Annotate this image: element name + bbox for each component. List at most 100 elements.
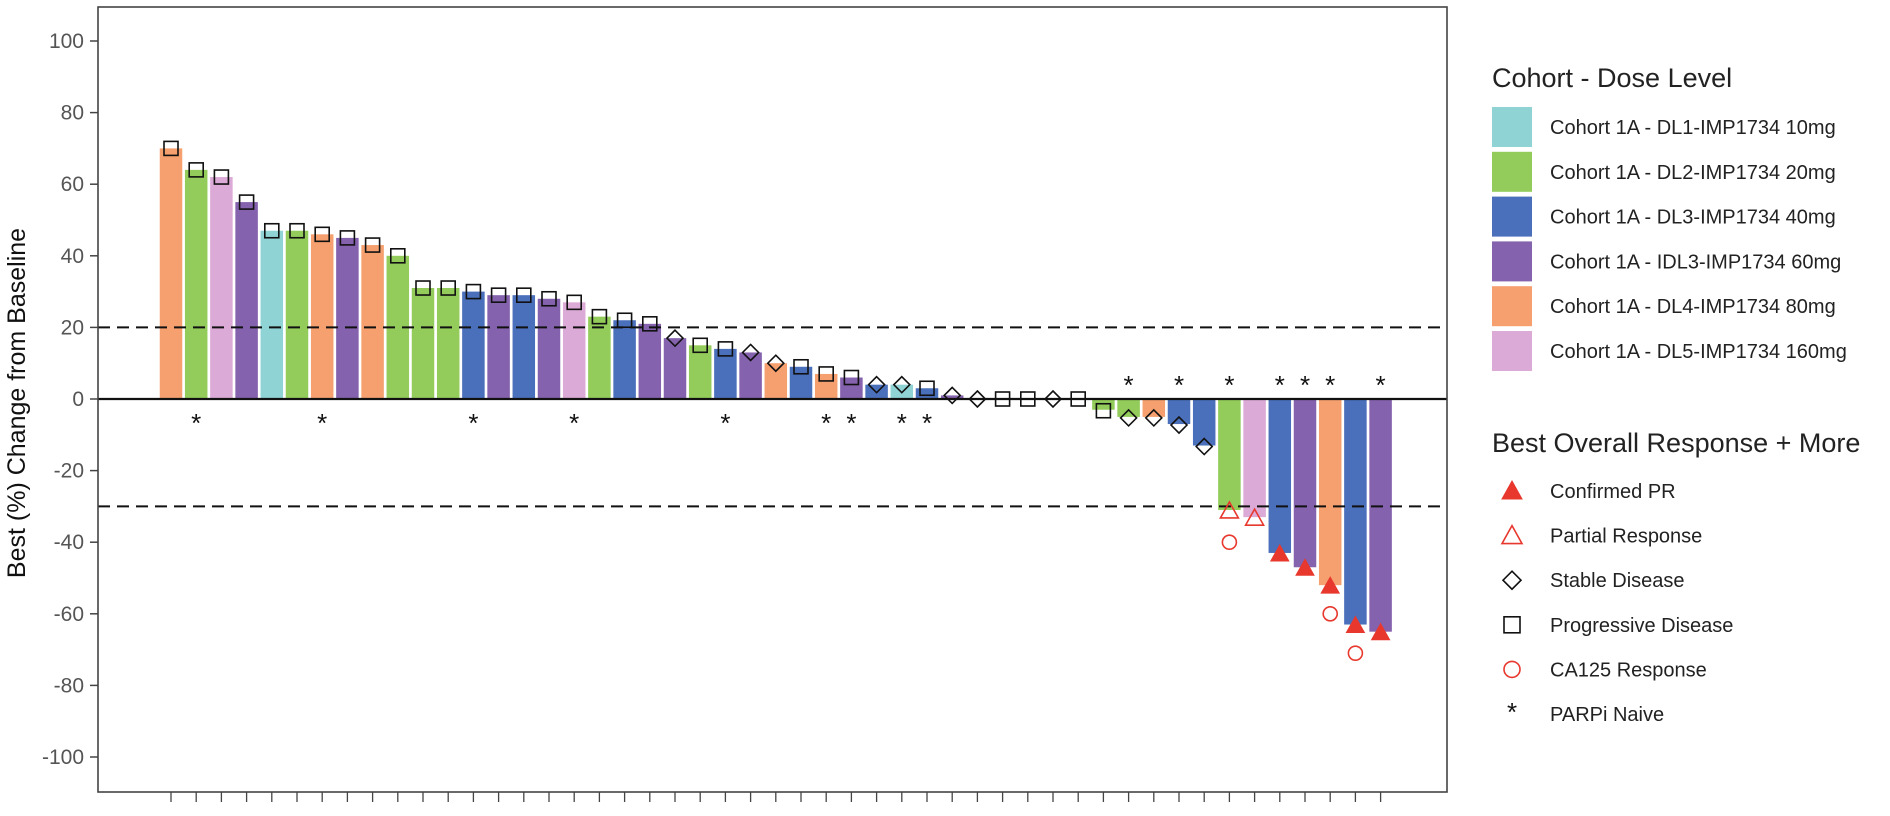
cohort-legend-swatch (1492, 151, 1532, 192)
response-marker (1169, 415, 1189, 435)
y-tick-label: 80 (61, 102, 84, 125)
bar (714, 348, 737, 399)
bar (638, 323, 662, 399)
parpi-marker: * (720, 408, 730, 438)
response-marker (515, 287, 532, 303)
response-legend-symbol (1503, 615, 1521, 634)
y-tick-label: 0 (72, 388, 84, 411)
response-marker (1370, 622, 1391, 641)
parpi-marker: * (897, 408, 907, 438)
response-marker (263, 222, 280, 239)
parpi-marker: * (846, 408, 856, 438)
bar (764, 363, 788, 399)
response-legend-symbol (1501, 479, 1523, 500)
bar (462, 291, 485, 399)
bar (688, 345, 712, 399)
plot-area: * * * * * * * * * * * * * * * * (98, 140, 1447, 661)
response-legend-symbol (1503, 660, 1521, 679)
parpi-marker: * (1174, 370, 1184, 400)
parpi-marker: * (821, 408, 831, 438)
bar (184, 169, 208, 399)
y-tick-label: -80 (54, 674, 84, 697)
parpi-marker: * (569, 408, 579, 438)
response-legend-label: Progressive Disease (1550, 615, 1733, 637)
bar (537, 298, 561, 399)
bar (1167, 399, 1191, 425)
bar (940, 395, 964, 399)
parpi-marker: * (1300, 370, 1310, 400)
bar (310, 234, 334, 399)
bar (1344, 399, 1367, 625)
bar (436, 288, 460, 399)
response-marker (919, 380, 935, 397)
response-legend-label: Partial Response (1550, 526, 1702, 548)
bar (512, 295, 536, 399)
response-marker (867, 375, 886, 394)
parpi-marker: * (1124, 370, 1134, 400)
response-marker (339, 230, 356, 246)
bar (840, 377, 863, 399)
bar (159, 148, 183, 399)
response-legend-title: Best Overall Response + More (1492, 428, 1860, 458)
bar (285, 230, 309, 399)
y-axis-title: Best (%) Change from Baseline (3, 228, 31, 578)
response-legend-label: PARPi Naive (1550, 704, 1664, 726)
cohort-legend-label: Cohort 1A - DL3-IMP1734 40mg (1550, 207, 1836, 229)
cohort-legend-label: Cohort 1A - DL5-IMP1734 160mg (1550, 341, 1847, 363)
cohort-legend-swatch (1492, 331, 1532, 371)
response-marker (213, 169, 230, 185)
response-marker (1119, 408, 1138, 428)
response-marker (1295, 558, 1315, 576)
y-axis: 100 80 60 40 20 0 -20 -40 -60 -80 -100 (42, 6, 1448, 802)
response-marker (566, 294, 583, 311)
cohort-legend: Cohort 1A - DL1-IMP1734 10mg Cohort 1A - … (1492, 107, 1847, 371)
bar (1192, 399, 1216, 446)
response-marker (465, 283, 482, 300)
bar (210, 177, 233, 399)
ca125-marker (1347, 645, 1364, 661)
response-legend-label: Stable Disease (1550, 570, 1685, 592)
cohort-legend-label: Cohort 1A - IDL3-IMP1734 60mg (1550, 251, 1841, 273)
response-marker (440, 280, 457, 296)
parpi-marker: * (1224, 370, 1234, 400)
bar (915, 388, 939, 399)
response-marker (1019, 391, 1036, 407)
bar (1369, 399, 1392, 632)
y-tick-label: -60 (54, 603, 84, 626)
y-tick-label: 60 (61, 173, 84, 196)
bar (487, 295, 510, 399)
bar (411, 288, 435, 399)
bar (235, 202, 258, 399)
bar (814, 373, 838, 399)
y-tick-label: -100 (42, 746, 84, 769)
parpi-marker: * (1275, 370, 1285, 400)
bar (386, 255, 410, 399)
y-tick-label: 40 (61, 245, 84, 268)
bar (562, 302, 586, 399)
response-marker (314, 226, 331, 243)
response-marker (364, 237, 381, 253)
response-marker (616, 312, 633, 329)
cohort-legend-label: Cohort 1A - DL1-IMP1734 10mg (1550, 117, 1836, 139)
response-marker (1269, 543, 1290, 562)
response-marker (541, 290, 557, 307)
y-tick-label: 100 (49, 30, 84, 53)
cohort-legend-label: Cohort 1A - DL4-IMP1734 80mg (1550, 296, 1836, 318)
response-legend-symbol (1500, 523, 1524, 545)
response-marker (1095, 402, 1112, 419)
parpi-marker: * (191, 408, 201, 438)
parpi-marker: * (1376, 370, 1386, 400)
response-legend-symbol: * (1507, 697, 1517, 727)
bar (663, 338, 687, 399)
ca125-marker (1322, 605, 1338, 622)
response-marker (591, 308, 608, 325)
response-marker (1219, 500, 1240, 519)
y-tick-label: -40 (54, 531, 84, 554)
bar (739, 352, 762, 399)
response-marker (994, 391, 1011, 407)
parpi-marker: * (1325, 370, 1335, 400)
parpi-marker: * (317, 408, 327, 438)
response-marker (1244, 507, 1265, 526)
ca125-marker (1221, 534, 1238, 551)
